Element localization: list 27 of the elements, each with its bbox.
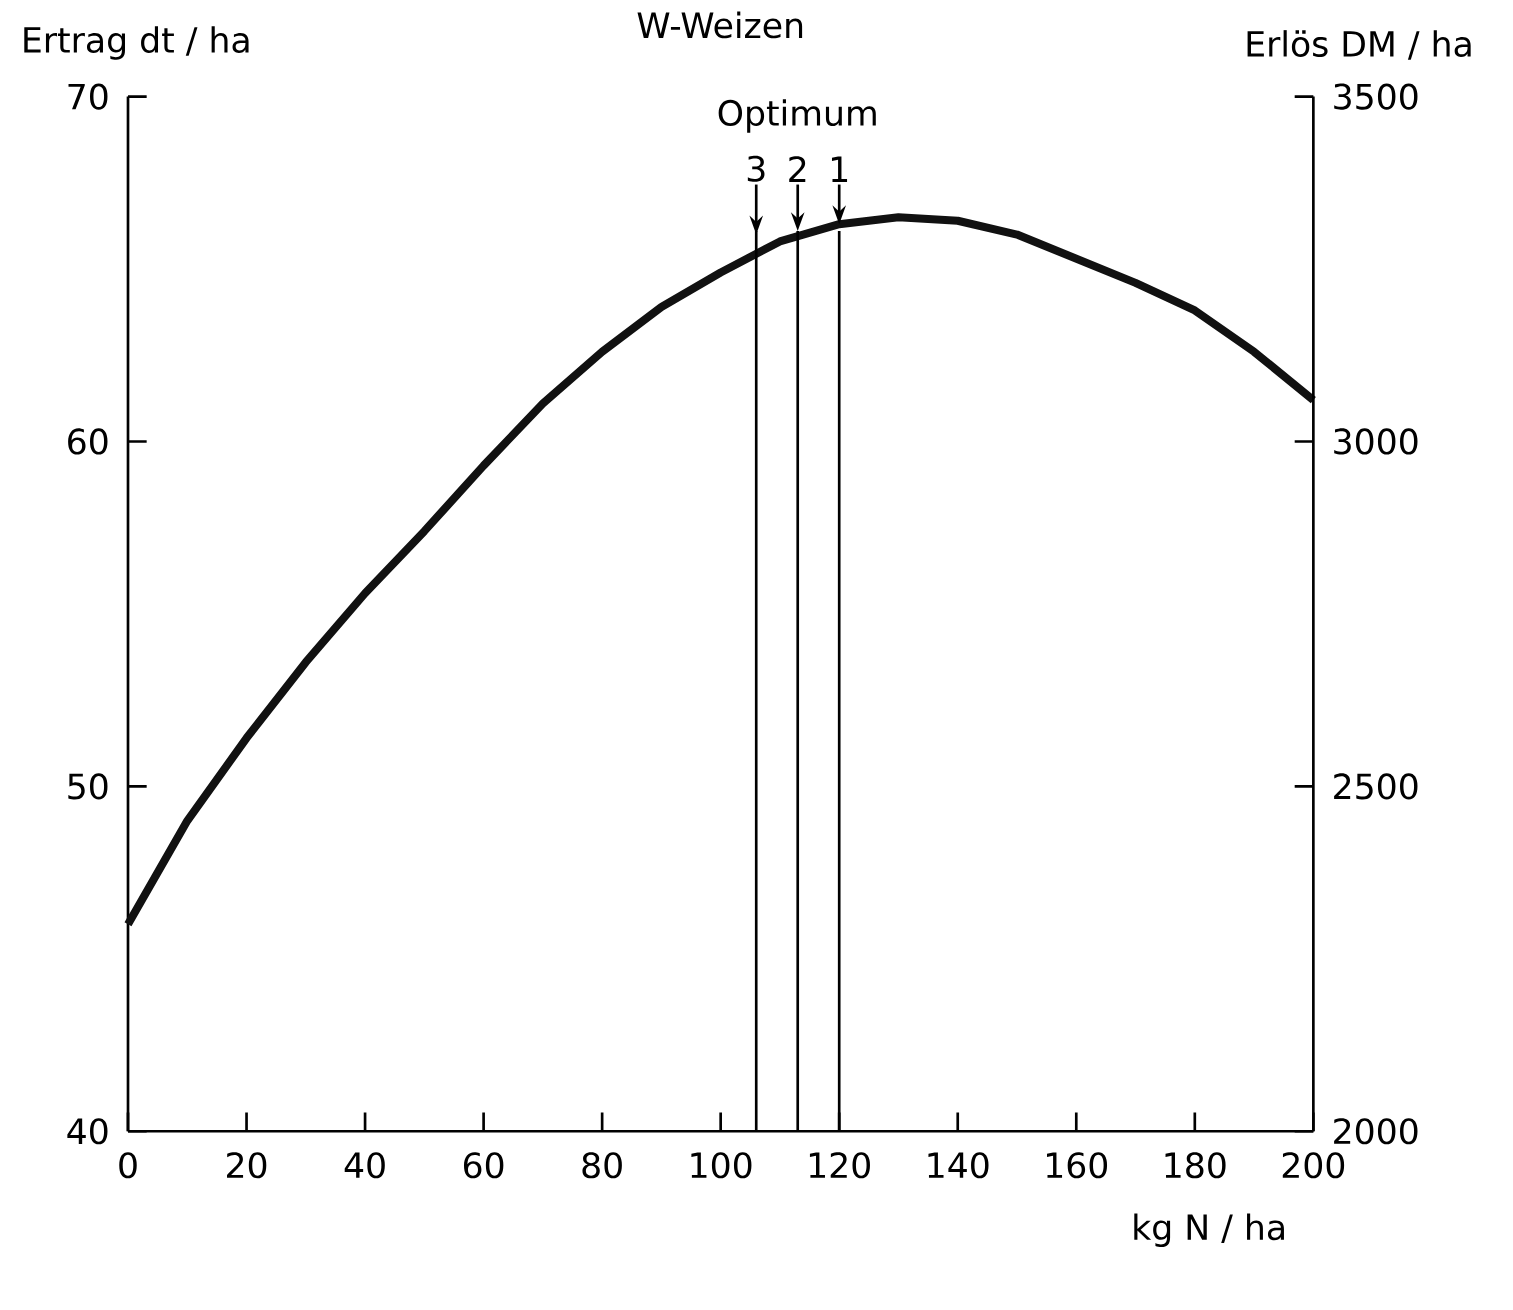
x-tick-label: 0 bbox=[119, 1152, 137, 1179]
x-tick-label: 100 bbox=[691, 1152, 752, 1179]
annotation: Optimum bbox=[718, 99, 876, 133]
y2-axis-title: Erlös DM / ha bbox=[1247, 30, 1471, 60]
x-tick-label: 60 bbox=[463, 1152, 504, 1179]
y2-tick-label: 3000 bbox=[1334, 428, 1418, 455]
annotation: 1 bbox=[831, 156, 848, 182]
x-tick-label: 160 bbox=[1047, 1152, 1108, 1179]
x-tick-label: 80 bbox=[582, 1152, 622, 1179]
x-tick-label: 180 bbox=[1165, 1152, 1226, 1179]
y-tick-label: 70 bbox=[68, 83, 108, 110]
x-tick-label: 20 bbox=[227, 1152, 267, 1179]
annotation: 3 bbox=[747, 155, 765, 182]
annotation: 2 bbox=[789, 156, 806, 182]
y-axis-title: Ertrag dt / ha bbox=[24, 26, 249, 60]
x-tick-label: 200 bbox=[1282, 1152, 1345, 1179]
chart-title: W-Weizen bbox=[637, 11, 803, 39]
y2-tick-label: 2000 bbox=[1334, 1118, 1418, 1145]
y-tick-label: 60 bbox=[68, 428, 108, 455]
y-tick-label: 40 bbox=[67, 1118, 108, 1145]
y2-tick-label: 3500 bbox=[1334, 83, 1418, 110]
x-tick-label: 120 bbox=[809, 1152, 870, 1179]
y-tick-label: 50 bbox=[68, 773, 108, 800]
x-tick-label: 40 bbox=[344, 1152, 385, 1179]
x-axis-title: kg N / ha bbox=[1134, 1213, 1284, 1248]
x-tick-label: 140 bbox=[928, 1152, 989, 1179]
y2-tick-label: 2500 bbox=[1334, 773, 1418, 800]
